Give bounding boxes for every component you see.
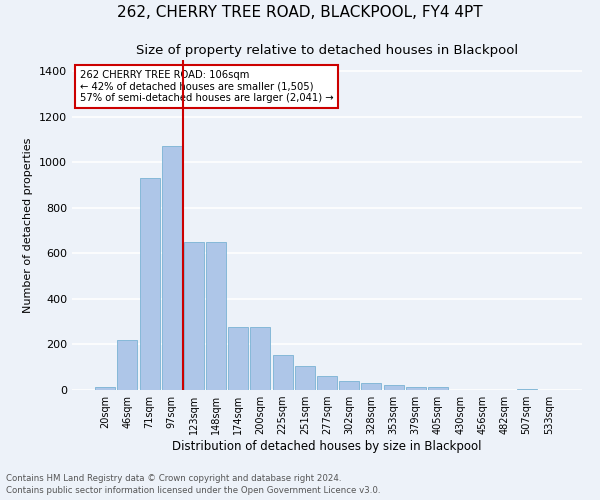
Bar bbox=[162, 146, 182, 390]
Bar bbox=[184, 242, 204, 390]
Bar bbox=[361, 383, 382, 390]
Bar bbox=[517, 389, 536, 390]
Bar bbox=[406, 386, 426, 390]
Bar bbox=[95, 386, 115, 390]
Text: 262 CHERRY TREE ROAD: 106sqm
← 42% of detached houses are smaller (1,505)
57% of: 262 CHERRY TREE ROAD: 106sqm ← 42% of de… bbox=[80, 70, 333, 103]
Bar bbox=[383, 386, 404, 390]
Bar bbox=[295, 366, 315, 390]
Bar bbox=[317, 376, 337, 390]
Bar bbox=[250, 328, 271, 390]
Bar bbox=[206, 242, 226, 390]
Text: Contains HM Land Registry data © Crown copyright and database right 2024.
Contai: Contains HM Land Registry data © Crown c… bbox=[6, 474, 380, 495]
X-axis label: Distribution of detached houses by size in Blackpool: Distribution of detached houses by size … bbox=[172, 440, 482, 453]
Text: 262, CHERRY TREE ROAD, BLACKPOOL, FY4 4PT: 262, CHERRY TREE ROAD, BLACKPOOL, FY4 4P… bbox=[117, 5, 483, 20]
Bar bbox=[118, 340, 137, 390]
Y-axis label: Number of detached properties: Number of detached properties bbox=[23, 138, 34, 312]
Bar bbox=[228, 328, 248, 390]
Bar bbox=[272, 354, 293, 390]
Bar bbox=[428, 386, 448, 390]
Title: Size of property relative to detached houses in Blackpool: Size of property relative to detached ho… bbox=[136, 44, 518, 58]
Bar bbox=[140, 178, 160, 390]
Bar bbox=[339, 381, 359, 390]
